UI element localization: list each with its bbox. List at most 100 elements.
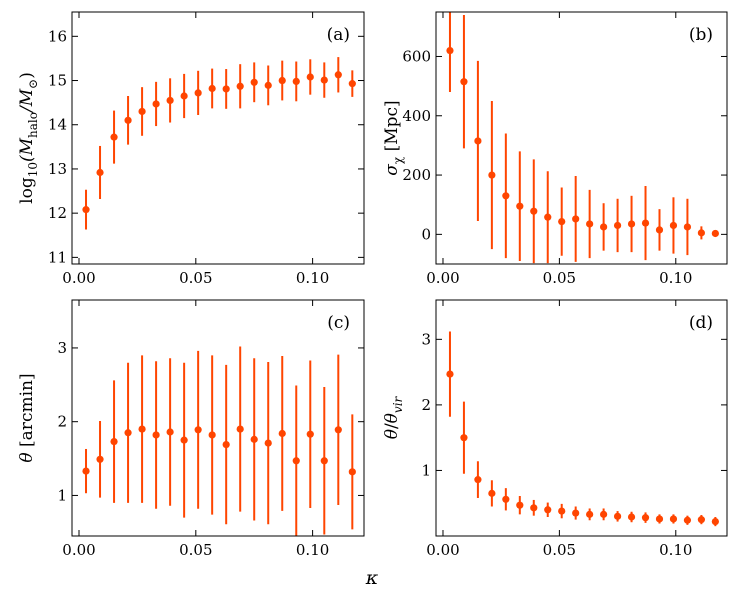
panel-1: 0.00 0.05 0.10 0 200 400 600 (b) σχ [Mpc] — [382, 11, 728, 287]
x-tick-label: 0.10 — [659, 269, 692, 287]
data-point — [82, 206, 90, 214]
x-tick-label: 0.10 — [296, 269, 329, 287]
y-axis-label: θ/θvir — [382, 395, 405, 439]
data-point — [222, 440, 230, 449]
data-point — [152, 431, 160, 439]
data-point — [96, 168, 104, 177]
data-point — [613, 221, 622, 230]
data-point — [292, 457, 300, 465]
data-point — [488, 489, 496, 497]
data-point — [446, 46, 454, 55]
data-point — [110, 438, 118, 446]
data-point — [572, 509, 580, 517]
data-point — [711, 229, 719, 238]
data-point — [641, 219, 650, 227]
y-tick-label: 3 — [57, 339, 67, 357]
y-tick-label: 2 — [421, 396, 431, 414]
panel-2: 0.00 0.05 0.10 1 2 3 (c) θ [arcmin] — [17, 299, 365, 559]
data-point — [348, 80, 356, 88]
panel-label: (b) — [689, 25, 713, 45]
x-tick-label: 0.00 — [426, 541, 459, 559]
data-point — [627, 220, 636, 228]
data-point — [138, 425, 146, 433]
data-point — [166, 428, 174, 436]
data-point — [110, 133, 118, 141]
data-point — [278, 429, 286, 438]
data-point — [194, 426, 202, 434]
x-tick-label: 0.00 — [426, 269, 459, 287]
data-point — [558, 218, 566, 226]
axes-frame — [71, 299, 365, 537]
x-tick-label: 0.05 — [543, 269, 576, 287]
data-point — [236, 425, 244, 433]
data-point — [502, 192, 510, 200]
y-tick-label: 12 — [48, 204, 67, 222]
y-tick-label: 1 — [421, 461, 431, 479]
data-point — [655, 226, 664, 234]
data-point — [236, 82, 244, 90]
data-point — [264, 81, 272, 89]
data-point — [600, 223, 608, 231]
data-point — [586, 220, 594, 228]
data-point — [292, 77, 300, 86]
panel-0: 0.00 0.05 0.10 11 12 13 14 15 16 (a) log10(Mhalo/M… — [17, 11, 365, 287]
data-point — [711, 517, 719, 526]
data-point — [488, 171, 496, 179]
data-point — [96, 455, 104, 463]
panel-label: (a) — [327, 25, 350, 45]
data-point — [320, 76, 328, 84]
data-point — [586, 510, 594, 518]
y-tick-label: 3 — [421, 330, 431, 348]
data-point — [460, 78, 468, 86]
y-tick-label: 600 — [402, 47, 431, 65]
shared-x-axis-label: κ — [365, 567, 379, 589]
panel-label: (c) — [327, 313, 350, 333]
data-point — [208, 84, 216, 93]
y-tick-label: 16 — [48, 27, 67, 45]
x-tick-label: 0.05 — [179, 269, 212, 287]
data-point — [306, 73, 314, 81]
axes-frame — [435, 299, 728, 537]
y-tick-label: 1 — [57, 486, 67, 504]
data-point — [474, 137, 482, 145]
data-point — [600, 510, 608, 518]
y-tick-label: 400 — [402, 107, 431, 125]
data-point — [208, 431, 216, 439]
data-point — [250, 435, 258, 443]
data-point — [278, 76, 286, 85]
y-axis-label: log10(Mhalo/M⊙) — [17, 72, 40, 204]
data-point — [166, 96, 174, 105]
y-tick-label: 13 — [48, 160, 67, 178]
y-tick-label: 15 — [48, 72, 67, 90]
data-point — [669, 515, 678, 523]
data-point — [124, 429, 132, 437]
y-tick-label: 11 — [48, 248, 67, 266]
data-point — [655, 515, 664, 523]
y-axis-label: θ [arcmin] — [17, 373, 37, 462]
data-point — [334, 71, 342, 79]
data-point — [264, 439, 272, 447]
data-point — [627, 513, 636, 521]
x-tick-label: 0.00 — [62, 269, 95, 287]
data-point — [474, 476, 482, 484]
y-tick-label: 2 — [57, 413, 67, 431]
data-point — [124, 116, 132, 124]
y-tick-label: 200 — [402, 166, 431, 184]
data-point — [516, 202, 524, 210]
data-point — [222, 85, 230, 93]
data-point — [306, 430, 314, 438]
data-point — [669, 221, 678, 230]
data-point — [516, 501, 524, 509]
data-point — [348, 468, 356, 476]
data-point — [446, 370, 454, 378]
data-point — [502, 495, 510, 503]
panel-3: 0.00 0.05 0.10 1 2 3 (d) θ/θvir — [382, 299, 728, 559]
data-point — [697, 516, 705, 524]
data-point — [180, 92, 188, 100]
data-point — [334, 426, 342, 434]
data-point — [572, 215, 580, 223]
data-point — [250, 78, 258, 86]
data-point — [138, 107, 146, 116]
data-point — [558, 507, 566, 515]
x-tick-label: 0.05 — [179, 541, 212, 559]
